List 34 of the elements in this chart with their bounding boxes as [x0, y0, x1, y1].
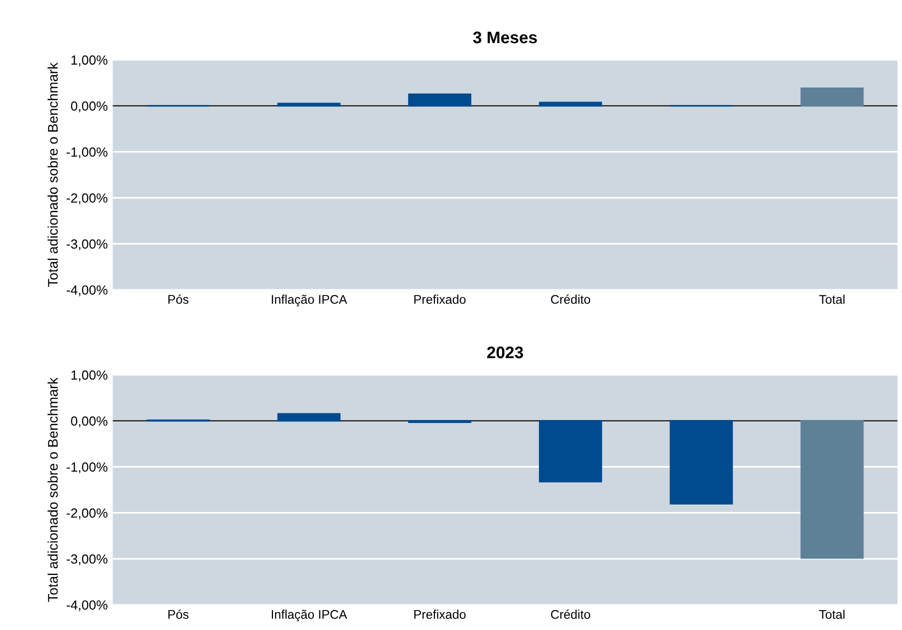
chart-title: 2023	[487, 346, 524, 358]
x-tick-label: Inflação IPCA	[272, 610, 348, 622]
x-tick-label: Pós	[168, 294, 188, 304]
y-tick-label: -3,00%	[66, 554, 108, 566]
x-tick-label: Pós	[168, 610, 188, 619]
y-tick-label: 1,00%	[71, 370, 108, 382]
y-tick-label: -1,00%	[66, 147, 108, 158]
y-axis-title: Total adicionado sobre o Benchmark	[48, 62, 58, 287]
x-tick-label: Total	[819, 610, 844, 619]
bar	[670, 420, 733, 504]
bar	[800, 420, 864, 559]
y-tick-label: 0,00%	[70, 416, 108, 428]
y-tick-label: -4,00%	[66, 600, 108, 612]
x-tick-label: Crédito	[551, 294, 590, 304]
bar	[408, 94, 472, 107]
bar	[800, 88, 864, 107]
bar	[277, 102, 341, 107]
bar	[538, 420, 602, 482]
x-tick-label: Total	[819, 294, 844, 304]
x-tick-label: Inflação IPCA	[272, 294, 348, 306]
x-tick-label: Prefixado	[414, 610, 466, 619]
bar	[277, 413, 341, 422]
y-tick-label: -3,00%	[66, 239, 108, 250]
y-tick-label: 0,00%	[70, 101, 108, 112]
chart-title: 3 Meses	[473, 32, 537, 44]
y-axis-title: Total adicionado sobre o Benchmark	[48, 377, 58, 602]
y-tick-label: -4,00%	[66, 285, 108, 296]
y-tick-label: 1,00%	[71, 55, 108, 66]
x-tick-label: Prefixado	[414, 294, 466, 304]
x-tick-label: Crédito	[551, 610, 590, 619]
y-tick-label: -2,00%	[66, 508, 108, 520]
y-tick-label: -1,00%	[66, 462, 108, 474]
bar	[538, 102, 602, 107]
y-tick-label: -2,00%	[66, 193, 108, 204]
